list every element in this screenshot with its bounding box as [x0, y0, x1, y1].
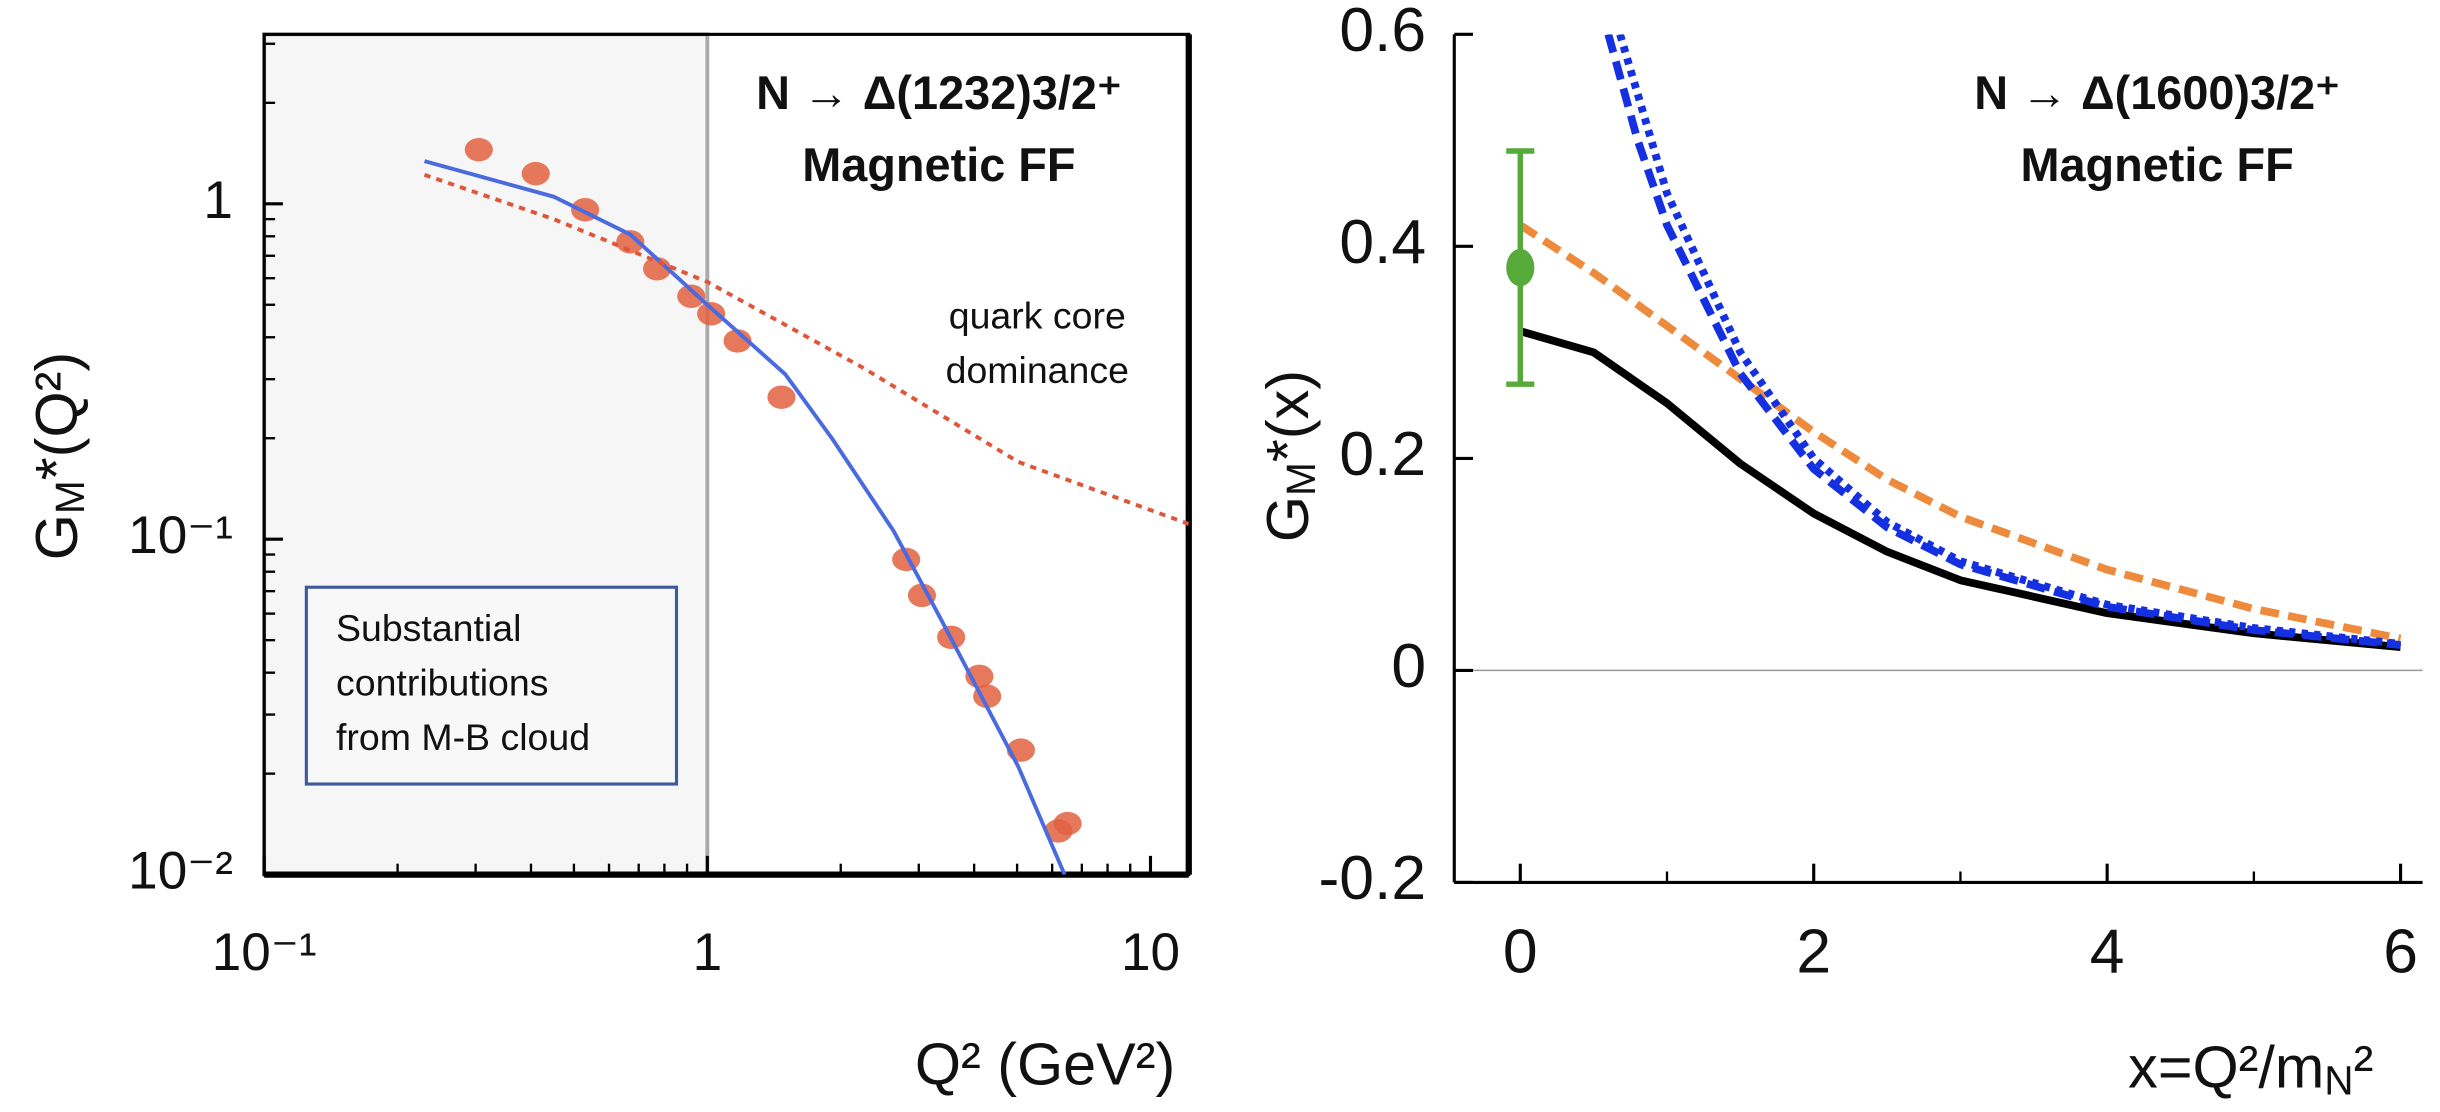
- curve: [1518, 221, 2402, 643]
- chart-title: N → Δ(1600)3/2⁺: [1974, 67, 2340, 119]
- annotation: dominance: [946, 349, 1129, 391]
- label-part: Q² (GeV²): [915, 1030, 1175, 1097]
- data-point: [697, 302, 726, 326]
- x-axis-label: x=Q²/mN²: [2128, 1033, 2373, 1103]
- chart-subtitle: Magnetic FF: [2020, 139, 2293, 191]
- annotation: contributions: [336, 662, 548, 704]
- y-axis-label: GM*(x): [1254, 370, 1324, 542]
- chart-title: N → Δ(1232)3/2⁺: [756, 67, 1122, 119]
- y-tick-label: 10⁻²: [128, 842, 233, 901]
- curve: [1604, 34, 2401, 649]
- x-axis-label: Q² (GeV²): [915, 1030, 1175, 1097]
- data-point: [616, 230, 645, 254]
- y-tick-label: 10⁻¹: [128, 506, 233, 565]
- label-part: ²: [2354, 1033, 2374, 1100]
- chart-subtitle: Magnetic FF: [802, 139, 1075, 191]
- label-part: M: [1278, 462, 1324, 496]
- data-point: [521, 161, 550, 186]
- chart: 0 2 4 6 -0.2 0 0.2 0.4 0.6 x=Q²/mN² GM*(x) N → Δ(16…: [1254, 0, 2423, 1103]
- label-part: *(Q²): [23, 352, 90, 481]
- label-part: G: [23, 514, 90, 560]
- curve: [423, 172, 1189, 526]
- y-tick-label: 0.4: [1339, 207, 1426, 277]
- y-tick-label: 1: [203, 171, 233, 230]
- data-point: [1053, 811, 1082, 836]
- data-point: [723, 329, 752, 353]
- x-tick-label: 10: [1121, 923, 1180, 982]
- y-axis-label: GM*(Q²): [23, 352, 93, 560]
- annotation: Substantial: [336, 607, 521, 649]
- data-point: [677, 284, 706, 308]
- data-point: [767, 385, 796, 409]
- x-tick-label: 0: [1503, 916, 1538, 986]
- label-part: x=Q²/m: [2128, 1033, 2324, 1100]
- y-tick-label: 0.2: [1339, 419, 1426, 489]
- x-tick-label: 10⁻¹: [212, 923, 317, 982]
- label-part: G: [1254, 496, 1321, 542]
- label-part: N: [2324, 1057, 2353, 1103]
- annotation-box: [304, 585, 679, 786]
- curve: [423, 159, 1067, 875]
- x-tick-label: 4: [2090, 916, 2125, 986]
- x-tick-label: 2: [1796, 916, 1831, 986]
- data-point: [907, 583, 937, 608]
- x-tick-label: 1: [693, 923, 723, 982]
- curve: [1519, 327, 2401, 651]
- y-tick-label: 0: [1391, 631, 1426, 701]
- x-tick-label: 6: [2383, 916, 2418, 986]
- data-point: [1506, 248, 1535, 287]
- data-point: [464, 137, 493, 162]
- label-part: M: [47, 480, 93, 514]
- y-tick-label: -0.2: [1319, 843, 1427, 913]
- label-part: *(x): [1254, 370, 1321, 462]
- annotation: quark core: [949, 295, 1126, 337]
- curve: [1616, 34, 2401, 648]
- y-tick-label: 0.6: [1339, 0, 1426, 65]
- chart: 10⁻¹ 1 10 10⁻² 10⁻¹ 1 Q² (GeV²) GM*(Q²) N → Δ(12…: [23, 32, 1192, 1097]
- annotation: from M-B cloud: [336, 716, 590, 758]
- plot-area: [423, 137, 1189, 875]
- plot-area: [1518, 34, 2402, 651]
